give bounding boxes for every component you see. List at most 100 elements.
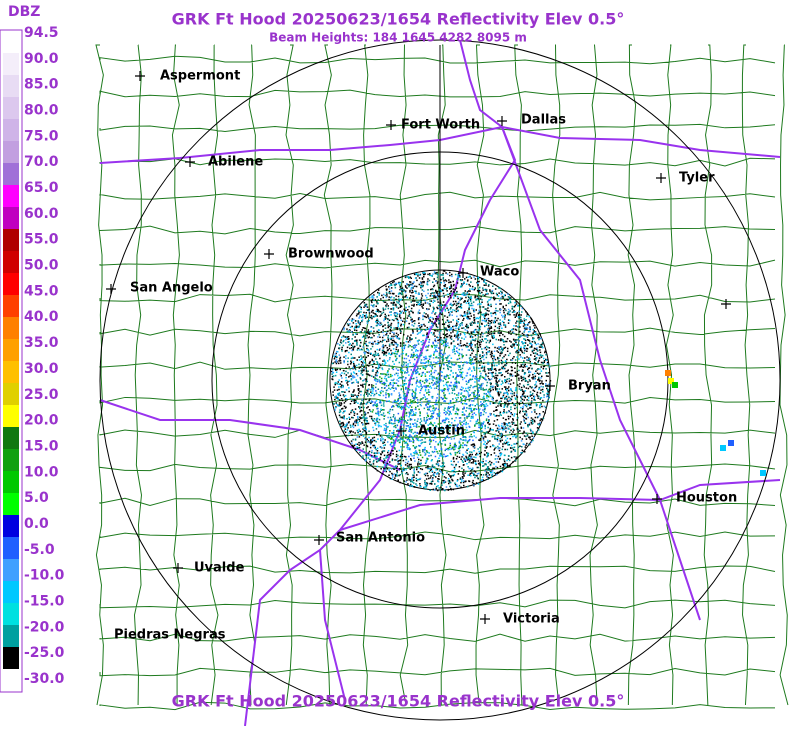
legend-label: 30.0 xyxy=(24,361,59,377)
city-markers xyxy=(106,71,731,624)
echo-cell xyxy=(668,378,674,384)
city-label: Victoria xyxy=(503,612,560,627)
legend-swatch xyxy=(3,141,19,164)
city-label: Dallas xyxy=(521,113,566,128)
legend-label: 90.0 xyxy=(24,51,59,67)
legend-swatch xyxy=(3,515,19,538)
city-label: Tyler xyxy=(679,171,715,186)
city-label: Waco xyxy=(480,265,519,280)
city-label: Uvalde xyxy=(194,561,245,576)
legend-label: 65.0 xyxy=(24,180,59,196)
highway xyxy=(99,399,401,471)
footer-title: GRK Ft Hood 20250623/1654 Reflectivity E… xyxy=(172,692,625,711)
highways xyxy=(99,39,781,727)
city-label: San Angelo xyxy=(130,281,213,296)
legend-label: 75.0 xyxy=(24,128,59,144)
echo-cell xyxy=(720,445,726,451)
legend-label: 85.0 xyxy=(24,77,59,93)
legend-label: 15.0 xyxy=(24,438,59,454)
legend-swatch xyxy=(3,537,19,560)
legend-label: -15.0 xyxy=(24,593,65,609)
title: GRK Ft Hood 20250623/1654 Reflectivity E… xyxy=(172,10,625,29)
range-ring xyxy=(99,39,781,721)
legend-swatch xyxy=(3,581,19,604)
legend-swatch xyxy=(3,603,19,626)
highway xyxy=(319,549,346,701)
highway xyxy=(501,126,661,501)
legend-label: 20.0 xyxy=(24,413,59,429)
legend-label: -30.0 xyxy=(24,671,65,687)
legend-swatch xyxy=(3,427,19,450)
legend-label: -10.0 xyxy=(24,568,65,584)
legend-swatch xyxy=(3,625,19,648)
legend-swatch xyxy=(3,669,19,692)
highway xyxy=(339,479,781,531)
legend-label: -5.0 xyxy=(24,542,55,558)
color-legend: DBZ 94.5 90.0 85.0 80.0 75.0 70.0 65.0 60.0 55.0… xyxy=(0,4,65,693)
city-label: Houston xyxy=(676,491,737,506)
legend-swatch xyxy=(3,119,19,142)
city-label: Fort Worth xyxy=(401,118,480,133)
city-marker xyxy=(106,71,731,624)
legend-label: -20.0 xyxy=(24,619,65,635)
legend-label: 80.0 xyxy=(24,103,59,119)
echo xyxy=(371,341,490,460)
subtitle: Beam Heights: 184 1645 4282 8095 m xyxy=(269,31,527,45)
legend-bar xyxy=(3,31,19,692)
legend-label: 70.0 xyxy=(24,154,59,170)
legend-swatch xyxy=(3,163,19,186)
legend-swatch xyxy=(3,449,19,472)
legend-swatch xyxy=(3,31,19,54)
legend-labels: 94.5 90.0 85.0 80.0 75.0 70.0 65.0 60.0 55.0 50.0… xyxy=(24,25,65,687)
legend-swatch xyxy=(3,295,19,318)
legend-swatch xyxy=(3,97,19,120)
legend-label: 55.0 xyxy=(24,232,59,248)
legend-swatch xyxy=(3,207,19,230)
legend-swatch xyxy=(3,229,19,252)
legend-swatch xyxy=(3,251,19,274)
legend-swatch xyxy=(3,405,19,428)
city-labels: Aspermont Abilene Fort Worth Dallas Tyle… xyxy=(114,69,737,643)
city-label: Abilene xyxy=(208,155,263,170)
highway xyxy=(244,39,517,727)
legend-label: 40.0 xyxy=(24,309,59,325)
reflectivity-echoes xyxy=(331,270,766,492)
legend-swatch xyxy=(3,647,19,670)
legend-label: 45.0 xyxy=(24,283,59,299)
echo xyxy=(331,273,551,492)
city-label: Brownwood xyxy=(288,247,374,262)
legend-label: 5.0 xyxy=(24,490,49,506)
echo xyxy=(331,270,552,492)
legend-swatch xyxy=(3,75,19,98)
legend-label: 60.0 xyxy=(24,206,59,222)
legend-label: 35.0 xyxy=(24,335,59,351)
legend-swatch xyxy=(3,493,19,516)
legend-label: -25.0 xyxy=(24,645,65,661)
echo-cell xyxy=(665,370,671,376)
city-label: San Antonio xyxy=(336,531,425,546)
legend-label: 0.0 xyxy=(24,516,49,532)
echo xyxy=(371,340,490,459)
legend-swatch xyxy=(3,317,19,340)
legend-label: 94.5 xyxy=(24,25,59,41)
legend-swatch xyxy=(3,559,19,582)
legend-unit: DBZ xyxy=(8,4,40,20)
legend-swatch xyxy=(3,53,19,76)
legend-label: 10.0 xyxy=(24,464,59,480)
city-label: Bryan xyxy=(568,379,611,394)
legend-swatch xyxy=(3,339,19,362)
legend-swatch xyxy=(3,471,19,494)
legend-label: 50.0 xyxy=(24,258,59,274)
legend-swatch xyxy=(3,273,19,296)
legend-swatch xyxy=(3,185,19,208)
city-label: Piedras Negras xyxy=(114,628,226,643)
echo-cell xyxy=(760,470,766,476)
city-label: Aspermont xyxy=(160,69,240,84)
legend-swatch xyxy=(3,383,19,406)
echo-cell xyxy=(672,382,678,388)
echo-cell xyxy=(728,440,734,446)
legend-label: 25.0 xyxy=(24,387,59,403)
highway xyxy=(659,499,701,621)
